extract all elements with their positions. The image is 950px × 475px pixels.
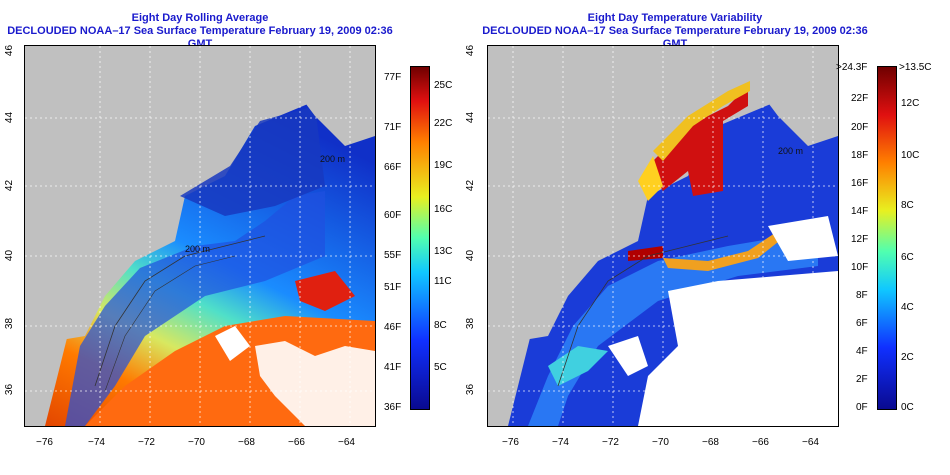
left-contour <box>94 235 266 387</box>
left-land-ns <box>285 46 375 146</box>
right-colorbar-c-8: 8C <box>901 200 914 211</box>
right-colorbar-f-0: 0F <box>856 402 868 413</box>
left-colorbar-c-25: 25C <box>434 80 453 91</box>
right-band-red <box>628 246 663 261</box>
left-colorbar-c-19: 19C <box>434 160 453 171</box>
right-title-line1: Eight Day Temperature Variability <box>587 12 763 24</box>
right-colorbar-f-6: 6F <box>856 318 868 329</box>
right-gom-edge <box>638 156 663 201</box>
right-y-tick-46: 46 <box>465 44 477 57</box>
left-x-tick-66: −66 <box>288 437 305 448</box>
left-colorbar-c-8: 8C <box>434 320 447 331</box>
right-colorbar-c-12: 12C <box>901 98 920 109</box>
left-colorbar-f-55: 55F <box>384 250 402 261</box>
left-colorbar-c-5: 5C <box>434 362 447 373</box>
left-colorbar-f-71: 71F <box>384 122 402 133</box>
right-clouds2 <box>608 336 648 376</box>
right-colorbar-f-14: 14F <box>851 206 869 217</box>
right-x-tick-68: −68 <box>702 437 719 448</box>
right-colorbar-f-16: 16F <box>851 178 869 189</box>
right-colorbar-c-6: 6C <box>901 252 914 263</box>
right-colorbar-f-243: >24.3F <box>836 62 868 73</box>
right-contour <box>557 235 729 387</box>
right-y-tick-38: 38 <box>465 317 477 330</box>
right-map: 200 m <box>487 45 839 427</box>
right-colorbar-f-4: 4F <box>856 346 868 357</box>
right-colorbar-f-22: 22F <box>851 93 869 104</box>
right-y-tick-36: 36 <box>465 383 477 396</box>
left-colorbar-f-36: 36F <box>384 402 402 413</box>
right-map-svg <box>488 46 838 426</box>
left-colorbar <box>410 66 430 410</box>
right-colorbar-c-135: >13.5C <box>899 62 932 73</box>
right-colorbar-f-18: 18F <box>851 150 869 161</box>
left-x-tick-76: −76 <box>36 437 53 448</box>
left-colorbar-f-66: 66F <box>384 162 402 173</box>
left-warm-patch <box>295 271 355 311</box>
left-colorbar-f-41: 41F <box>384 362 402 373</box>
left-land-us <box>25 46 205 426</box>
left-y-tick-40: 40 <box>4 249 16 262</box>
right-band-yellow <box>663 231 788 271</box>
left-title-line1: Eight Day Rolling Average <box>131 12 269 24</box>
left-shelf <box>65 191 325 426</box>
right-contour-label: 200 m <box>778 146 804 156</box>
left-colorbar-f-46: 46F <box>384 322 402 333</box>
right-colorbar-f-12: 12F <box>851 234 869 245</box>
left-x-tick-68: −68 <box>238 437 255 448</box>
left-x-tick-64: −64 <box>338 437 355 448</box>
right-colorbar-f-10: 10F <box>851 262 869 273</box>
left-y-tick-44: 44 <box>4 111 16 124</box>
right-y-tick-40: 40 <box>465 249 477 262</box>
right-clouds <box>638 271 838 426</box>
right-colorbar-f-8: 8F <box>856 290 868 301</box>
left-gulfmaine <box>180 106 325 216</box>
left-contour-label: 200 m <box>185 244 211 254</box>
left-contour-label-2: 200 m <box>320 154 346 164</box>
right-x-tick-70: −70 <box>652 437 669 448</box>
right-x-tick-74: −74 <box>552 437 569 448</box>
left-y-tick-38: 38 <box>4 317 16 330</box>
left-colorbar-f-60: 60F <box>384 210 402 221</box>
right-land-ns <box>748 46 838 146</box>
right-clouds3 <box>768 216 838 261</box>
left-map-svg <box>25 46 375 426</box>
right-colorbar-c-10: 10C <box>901 150 920 161</box>
right-y-tick-42: 42 <box>465 179 477 192</box>
right-land-us <box>488 46 668 426</box>
left-colorbar-f-51: 51F <box>384 282 402 293</box>
left-x-tick-70: −70 <box>188 437 205 448</box>
right-x-tick-72: −72 <box>602 437 619 448</box>
right-colorbar-f-2: 2F <box>856 374 868 385</box>
left-clouds <box>255 341 375 426</box>
left-x-tick-74: −74 <box>88 437 105 448</box>
left-colorbar-c-16: 16C <box>434 204 453 215</box>
right-x-tick-76: −76 <box>502 437 519 448</box>
right-gom-hot <box>648 86 748 196</box>
left-colorbar-c-11: 11C <box>434 276 452 287</box>
left-y-tick-46: 46 <box>4 44 16 57</box>
left-colorbar-c-13: 13C <box>434 246 453 257</box>
left-contour2 <box>104 255 236 392</box>
right-colorbar-c-4: 4C <box>901 302 914 313</box>
left-clouds2 <box>215 326 250 361</box>
right-colorbar <box>877 66 897 410</box>
left-y-tick-42: 42 <box>4 179 16 192</box>
right-colorbar-f-20: 20F <box>851 122 869 133</box>
left-colorbar-c-22: 22C <box>434 118 453 129</box>
left-x-tick-72: −72 <box>138 437 155 448</box>
right-gom-warm <box>653 81 750 161</box>
right-x-tick-66: −66 <box>752 437 769 448</box>
right-x-tick-64: −64 <box>802 437 819 448</box>
left-y-tick-36: 36 <box>4 383 16 396</box>
left-map: 200 m 200 m <box>24 45 376 427</box>
right-colorbar-c-0: 0C <box>901 402 914 413</box>
right-title: Eight Day Temperature Variability DECLOU… <box>470 12 880 51</box>
right-y-tick-44: 44 <box>465 111 477 124</box>
right-colorbar-c-2: 2C <box>901 352 914 363</box>
left-colorbar-f-77: 77F <box>384 72 402 83</box>
